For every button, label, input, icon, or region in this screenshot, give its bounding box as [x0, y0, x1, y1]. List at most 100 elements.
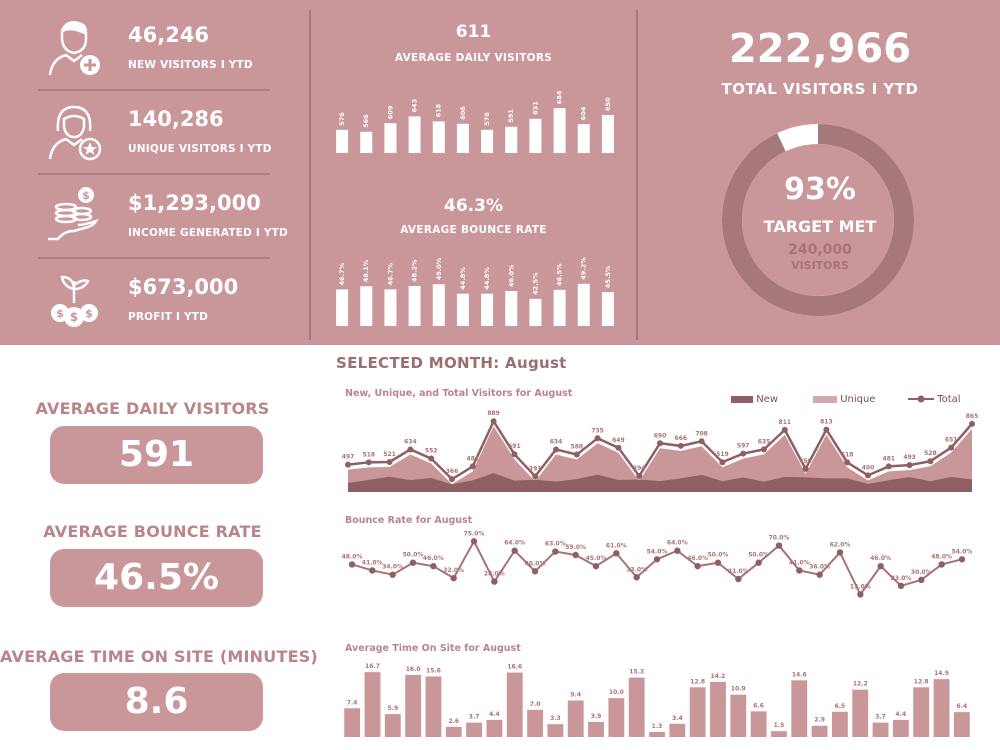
bounce-point [918, 576, 925, 584]
data-label: 7.4 [347, 699, 358, 706]
data-label: 14.2 [711, 673, 726, 680]
monthly-bounce-bar-chart: 46.7% 48.1% 46.7% 48.2% 49.0% 44.8% 44.8% 46.0%… [336, 257, 614, 326]
data-label: 12.2 [853, 681, 868, 688]
legend-label: New [756, 394, 778, 405]
bounce-line-chart: 48.0%41.0%34.0%50.0% 46.0%32.0%75.0%28.0%… [342, 530, 972, 598]
data-label: 635 [758, 438, 771, 445]
avg-time-on-site-metric: 8.6 [50, 673, 263, 731]
data-label: 634 [404, 438, 417, 445]
total-point [490, 418, 497, 425]
bounce-point [897, 582, 905, 590]
data-label: 735 [591, 427, 604, 434]
total-point [365, 459, 372, 466]
data-label: 46.7% [338, 262, 346, 285]
total-point [511, 451, 518, 458]
summary-panel [0, 0, 1000, 345]
bounce-point [572, 551, 579, 559]
bounce-point [857, 591, 864, 598]
bar [628, 677, 645, 737]
data-label: 813 [820, 419, 833, 426]
legend-swatch-unique [813, 395, 837, 403]
data-label: 528 [924, 450, 937, 457]
data-label: 45.0% [586, 555, 607, 562]
bar [547, 724, 564, 737]
bar [344, 708, 361, 737]
data-label: 5.9 [387, 705, 398, 712]
bounce-point [836, 549, 844, 556]
data-label: 64.0% [504, 540, 525, 547]
avg-time-on-site-metric-label: AVERAGE TIME ON SITE (MINUTES) [0, 647, 318, 666]
data-label: 6.5 [835, 703, 846, 710]
data-label: 50.0% [708, 552, 729, 559]
bar [577, 124, 590, 153]
total-point [428, 455, 435, 462]
bar [669, 723, 686, 737]
data-label: 400 [862, 464, 875, 471]
total-point [594, 435, 601, 442]
bar [567, 700, 584, 737]
target-value: 240,000 [788, 242, 852, 258]
legend-swatch-total [908, 395, 934, 403]
bar [505, 126, 518, 153]
bar [336, 289, 349, 326]
bar [831, 711, 848, 737]
data-label: 33.0% [626, 566, 647, 573]
bar [689, 687, 706, 737]
bounce-point [348, 561, 356, 568]
bar [608, 698, 625, 737]
bar [892, 719, 909, 737]
kpi-unique-visitors: 140,286 UNIQUE VISITORS I YTD [38, 89, 271, 175]
data-label: 3.3 [550, 715, 561, 722]
legend-swatch-new [731, 395, 753, 403]
total-point [719, 459, 726, 466]
data-label: 591 [507, 109, 515, 123]
data-label: 46.0% [423, 555, 444, 562]
bar [486, 719, 503, 737]
data-label: 521 [383, 451, 396, 458]
new-visitor-icon [48, 21, 100, 76]
data-label: 50.0% [748, 552, 769, 559]
data-label: 59.0% [565, 544, 586, 551]
total-point [761, 446, 767, 453]
data-label: 666 [675, 435, 688, 442]
svg-text:$: $ [85, 307, 93, 320]
data-label: 588 [571, 444, 584, 451]
bounce-point [552, 548, 559, 555]
data-label: 41.0% [789, 559, 810, 566]
data-label: 2.6 [448, 718, 459, 725]
data-label: 394 [633, 465, 646, 472]
bar [872, 722, 889, 737]
bar [405, 674, 422, 737]
bounce-point [470, 538, 478, 545]
data-label: 566 [362, 114, 370, 128]
data-label: 606 [459, 106, 467, 120]
data-label: 865 [966, 413, 979, 420]
data-label: 497 [342, 454, 355, 461]
bar [771, 731, 787, 737]
data-label: 44.8% [459, 267, 467, 290]
data-label: 708 [695, 430, 708, 437]
data-label: 1.5 [774, 722, 785, 729]
data-label: 4.4 [896, 711, 907, 718]
total-point [823, 426, 830, 433]
data-label: 3.7 [875, 714, 886, 721]
data-label: 16.7 [365, 663, 380, 670]
data-label: 481 [467, 455, 480, 462]
data-label: 46.7% [386, 262, 394, 285]
bar [360, 286, 373, 326]
divider [309, 10, 311, 340]
data-label: 15.3 [629, 669, 644, 676]
total-point [345, 461, 351, 468]
data-label: 49.2% [580, 257, 588, 280]
total-point [469, 463, 476, 470]
kpi-label: INCOME GENERATED I YTD [128, 227, 288, 239]
bar [336, 129, 349, 153]
total-point [740, 450, 747, 457]
bar [577, 283, 590, 326]
total-point [532, 473, 539, 480]
income-icon: $ [48, 187, 99, 241]
data-label: 13.0% [850, 583, 871, 590]
data-label: 6.4 [957, 703, 968, 710]
data-label: 16.0 [406, 666, 421, 673]
bounce-point [877, 562, 884, 570]
